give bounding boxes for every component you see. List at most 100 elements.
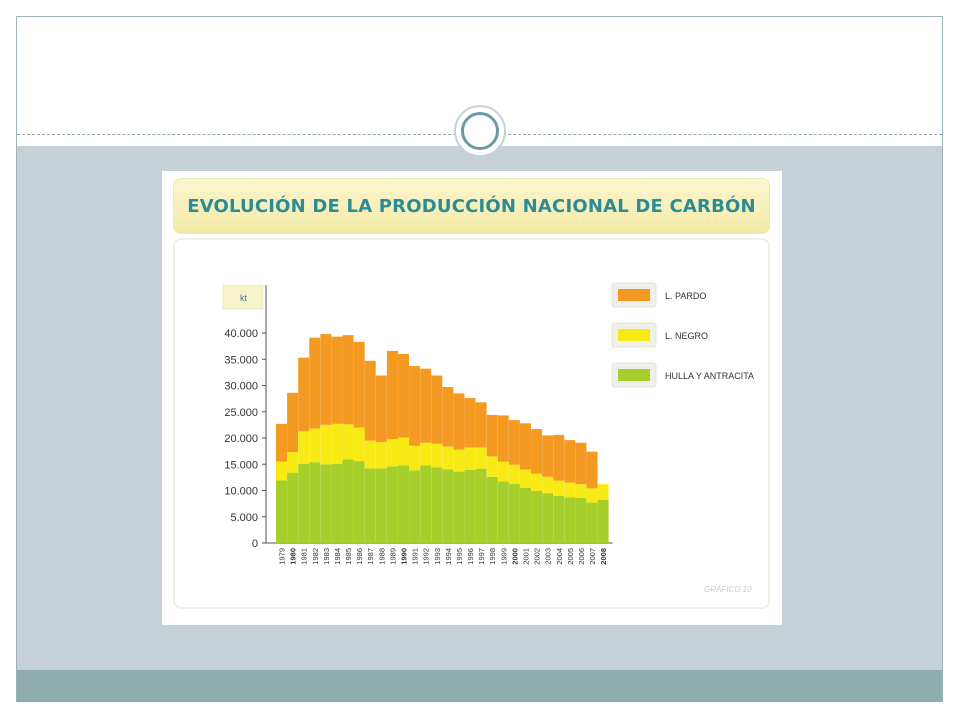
bar-segment — [386, 439, 398, 467]
bar-segment — [375, 442, 387, 469]
bar-segment — [497, 481, 509, 543]
bar-segment — [353, 427, 365, 462]
bar-segment — [442, 387, 454, 447]
bar-segment — [386, 466, 398, 543]
bar-segment — [331, 336, 343, 424]
bar-segment — [420, 465, 432, 543]
bar-segment — [597, 484, 609, 500]
unit-label-box — [222, 284, 264, 310]
bar-segment — [564, 440, 576, 483]
bar-segment — [397, 354, 409, 438]
x-tick-label: 2007 — [588, 548, 597, 565]
x-tick-label: 1988 — [377, 548, 386, 565]
y-tick-label: 40.000 — [224, 328, 258, 340]
bar-segment — [542, 493, 554, 543]
bar-segment — [276, 423, 287, 462]
legend-label: L. NEGRO — [665, 331, 708, 341]
bar-segment — [331, 423, 343, 464]
x-tick-label: 1997 — [477, 548, 486, 565]
bar-segment — [519, 423, 531, 470]
bar-segment — [464, 447, 476, 471]
x-tick-label: 1989 — [388, 548, 397, 565]
x-tick-label: 2003 — [544, 548, 553, 565]
bar-segment — [497, 415, 509, 462]
bar-segment — [497, 461, 509, 482]
bar-segment — [397, 465, 409, 543]
bar-segment — [364, 440, 376, 469]
legend-label: HULLA Y ANTRACITA — [665, 371, 754, 381]
x-tick-label: 1980 — [289, 548, 298, 565]
bar-segment — [575, 484, 587, 498]
bar-segment — [531, 473, 543, 492]
circle-ornament-icon — [454, 105, 506, 157]
x-tick-label: 1990 — [399, 548, 408, 565]
bar-segment — [564, 497, 576, 543]
bar-segment — [475, 468, 487, 543]
x-tick-label: 1996 — [466, 548, 475, 565]
bar-segment — [298, 357, 310, 432]
legend-swatch — [618, 289, 650, 301]
y-tick-label: 5.000 — [230, 512, 258, 524]
bar-segment — [298, 463, 310, 543]
bar-segment — [586, 502, 598, 543]
x-tick-label: 2006 — [577, 548, 586, 565]
bar-segment — [475, 402, 487, 448]
bar-segment — [320, 464, 332, 543]
x-tick-label: 1995 — [455, 548, 464, 565]
chart-picture: EVOLUCIÓN DE LA PRODUCCIÓN NACIONAL DE C… — [162, 171, 782, 625]
x-tick-label: 1985 — [344, 548, 353, 565]
y-tick-label: 15.000 — [224, 459, 258, 471]
x-tick-label: 1993 — [433, 548, 442, 565]
bar-segment — [309, 462, 321, 543]
bar-segment — [353, 461, 365, 543]
bar-segment — [431, 443, 443, 468]
bar-segment — [364, 360, 376, 441]
bar-segment — [331, 463, 343, 543]
bar-segment — [453, 471, 465, 543]
y-tick-label: 35.000 — [224, 354, 258, 366]
bar-segment — [542, 476, 554, 494]
bar-segment — [276, 461, 287, 481]
bar-segment — [386, 350, 398, 440]
bar-segment — [431, 375, 443, 444]
bar-segment — [287, 452, 299, 473]
bar-segment — [453, 449, 465, 472]
x-tick-label: 1999 — [499, 548, 508, 565]
bar-segment — [564, 482, 576, 498]
x-tick-label: 2000 — [510, 548, 519, 565]
bar-segment — [531, 429, 543, 474]
stacked-bar-chart: kt 0 5.000 10.000 15.000 20.000 25.000 30.000 35… — [222, 282, 754, 565]
bar-segment — [486, 456, 498, 477]
bar-segment — [298, 431, 310, 464]
bar-segment — [475, 447, 487, 469]
bar-segment — [553, 434, 565, 481]
bar-segment — [575, 497, 587, 543]
slide-footer-band — [17, 670, 942, 702]
bar-segment — [586, 488, 598, 503]
chart-title: EVOLUCIÓN DE LA PRODUCCIÓN NACIONAL DE C… — [187, 196, 756, 217]
x-tick-label: 2008 — [599, 548, 608, 565]
bar-segment — [409, 445, 421, 471]
bar-segment — [397, 437, 409, 466]
bar-segment — [464, 398, 476, 448]
x-tick-label: 2005 — [566, 548, 575, 565]
bar-segment — [309, 428, 321, 463]
bar-segment — [420, 368, 432, 443]
unit-label: kt — [240, 293, 248, 303]
y-tick-label: 0 — [252, 538, 258, 550]
bar-segment — [508, 420, 520, 465]
x-tick-label: 1987 — [366, 548, 375, 565]
legend-swatch — [618, 369, 650, 381]
x-tick-label: 1984 — [333, 548, 342, 565]
bar-segment — [353, 341, 365, 428]
bar-segment — [575, 442, 587, 485]
bar-segment — [597, 499, 609, 543]
y-tick-label: 20.000 — [224, 433, 258, 445]
bar-segment — [342, 335, 354, 425]
x-tick-label: 1982 — [311, 548, 320, 565]
bar-segment — [519, 469, 531, 488]
bar-segment — [320, 334, 332, 425]
bar-segment — [508, 464, 520, 484]
bar-segment — [309, 337, 321, 429]
bar-segment — [486, 476, 498, 543]
